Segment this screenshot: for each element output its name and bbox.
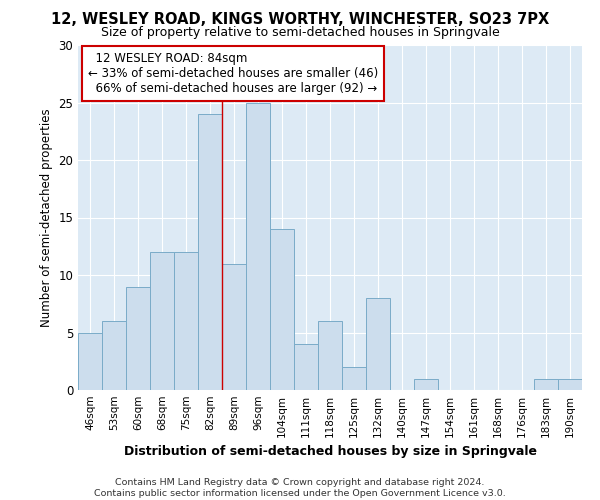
Bar (366, 298, 390, 390)
Bar (318, 321, 342, 390)
Y-axis label: Number of semi-detached properties: Number of semi-detached properties (40, 108, 53, 327)
Bar (150, 252, 174, 390)
Bar (174, 252, 198, 390)
Bar (294, 344, 318, 390)
Bar (558, 378, 582, 390)
Bar (198, 114, 222, 390)
Bar (534, 378, 558, 390)
Bar (222, 264, 246, 390)
Text: Size of property relative to semi-detached houses in Springvale: Size of property relative to semi-detach… (101, 26, 499, 39)
Bar (102, 321, 126, 390)
X-axis label: Distribution of semi-detached houses by size in Springvale: Distribution of semi-detached houses by … (124, 446, 536, 458)
Bar (270, 229, 294, 390)
Text: 12 WESLEY ROAD: 84sqm
← 33% of semi-detached houses are smaller (46)
  66% of se: 12 WESLEY ROAD: 84sqm ← 33% of semi-deta… (88, 52, 379, 95)
Text: Contains HM Land Registry data © Crown copyright and database right 2024.
Contai: Contains HM Land Registry data © Crown c… (94, 478, 506, 498)
Bar (78, 332, 102, 390)
Bar (342, 367, 366, 390)
Bar (126, 286, 150, 390)
Bar (246, 102, 270, 390)
Bar (414, 378, 438, 390)
Text: 12, WESLEY ROAD, KINGS WORTHY, WINCHESTER, SO23 7PX: 12, WESLEY ROAD, KINGS WORTHY, WINCHESTE… (51, 12, 549, 28)
